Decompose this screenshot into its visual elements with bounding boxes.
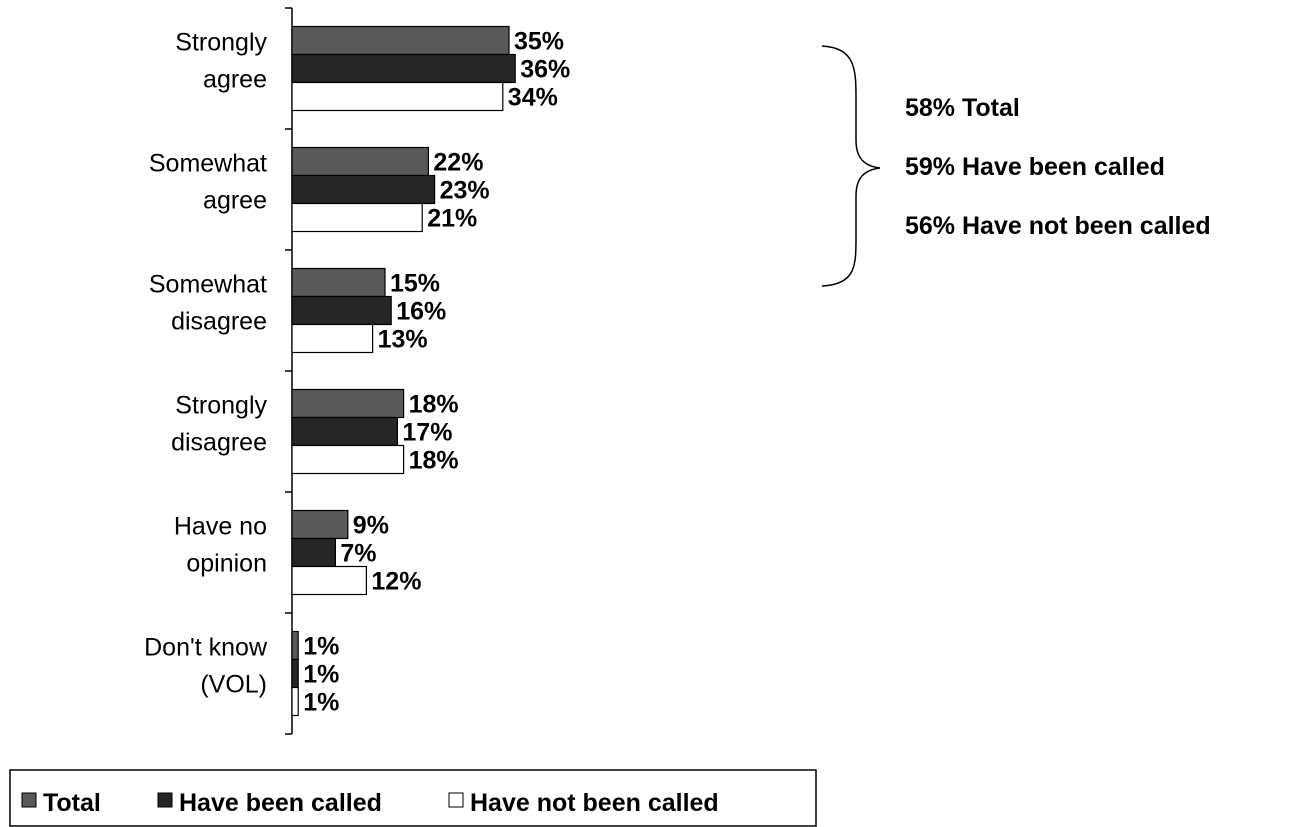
bar-total-strongly-agree [291,25,510,56]
legend-frame [9,769,817,827]
bar-have-not-been-called-strongly-agree [291,81,504,112]
category-label-strongly-agree: Strongly agree [175,29,267,94]
bar-have-not-been-called-strongly-disagree [291,444,405,475]
value-label-have-been-called-have-no-opinion: 7% [340,540,376,568]
value-label-have-not-been-called-strongly-disagree: 18% [409,447,459,475]
value-label-have-not-been-called-strongly-agree: 34% [508,84,558,112]
value-label-have-not-been-called-have-no-opinion: 12% [371,568,421,596]
bar-have-been-called-have-no-opinion [291,537,337,568]
category-label-line: Strongly [175,29,267,57]
value-label-total-have-no-opinion: 9% [353,512,389,540]
bar-total-don-t-know-vol [291,630,299,661]
category-label-line: Somewhat [149,271,267,299]
category-label-line: Strongly [175,392,267,420]
legend: Total Have been called Have not been cal… [9,769,817,827]
value-label-total-strongly-agree: 35% [514,28,564,56]
bar-total-somewhat-disagree [291,267,386,298]
bar-have-been-called-strongly-disagree [291,416,399,447]
value-label-total-somewhat-disagree: 15% [390,270,440,298]
annotation-brace [821,45,881,287]
bar-have-been-called-don-t-know-vol [291,658,299,689]
category-label-line: disagree [171,429,267,457]
annotation: 58% Total 59% Have been called 56% Have … [821,45,1211,287]
value-label-have-not-been-called-somewhat-agree: 21% [427,205,477,233]
value-label-have-been-called-strongly-agree: 36% [520,56,570,84]
bar-total-somewhat-agree [291,146,429,177]
category-label-don-t-know-vol: Don't know (VOL) [144,634,268,699]
bar-total-strongly-disagree [291,388,405,419]
bar-groups [291,25,516,717]
annotation-line-called: 59% Have been called [905,153,1165,181]
legend-swatch-have-not-been-called [448,792,464,808]
legend-label-total: Total [43,789,101,817]
value-label-have-not-been-called-somewhat-disagree: 13% [378,326,428,354]
bar-have-been-called-somewhat-disagree [291,295,392,326]
category-label-line: Don't know [144,634,268,662]
category-label-somewhat-disagree: Somewhat disagree [149,271,267,336]
value-label-have-been-called-somewhat-agree: 23% [440,177,490,205]
legend-swatch-total [21,792,37,808]
category-label-somewhat-agree: Somewhat agree [149,150,267,215]
value-label-have-been-called-don-t-know-vol: 1% [303,661,339,689]
bar-have-not-been-called-don-t-know-vol [291,686,299,717]
category-label-have-no-opinion: Have no opinion [174,513,267,578]
bar-have-not-been-called-somewhat-disagree [291,323,374,354]
value-label-have-been-called-somewhat-disagree: 16% [396,298,446,326]
category-label-line: agree [203,187,267,215]
category-labels: Strongly agree Somewhat agree Somewhat disagr… [144,29,268,699]
category-label-line: Somewhat [149,150,267,178]
legend-label-have-not-been-called: Have not been called [470,789,719,817]
category-label-line: disagree [171,308,267,336]
bar-have-not-been-called-have-no-opinion [291,565,368,596]
bar-have-not-been-called-somewhat-agree [291,202,423,233]
bar-have-been-called-strongly-agree [291,53,516,84]
legend-label-have-been-called: Have been called [179,789,382,817]
value-label-have-been-called-strongly-disagree: 17% [402,419,452,447]
value-label-total-don-t-know-vol: 1% [303,633,339,661]
annotation-line-total: 58% Total [905,94,1020,122]
bar-total-have-no-opinion [291,509,349,540]
annotation-line-not-called: 56% Have not been called [905,212,1211,240]
bar-have-been-called-somewhat-agree [291,174,436,205]
value-label-have-not-been-called-don-t-know-vol: 1% [303,689,339,717]
value-labels: 35%36%34% 22%23%21% 15%16%13% 18%17%18% 9%7%… [303,28,570,717]
category-label-strongly-disagree: Strongly disagree [171,392,267,457]
category-label-line: opinion [186,550,267,578]
value-label-total-somewhat-agree: 22% [433,149,483,177]
category-label-line: (VOL) [200,671,267,699]
category-label-line: agree [203,66,267,94]
category-axis [285,7,293,735]
value-label-total-strongly-disagree: 18% [409,391,459,419]
legend-swatch-have-been-called [157,792,173,808]
category-label-line: Have no [174,513,267,541]
